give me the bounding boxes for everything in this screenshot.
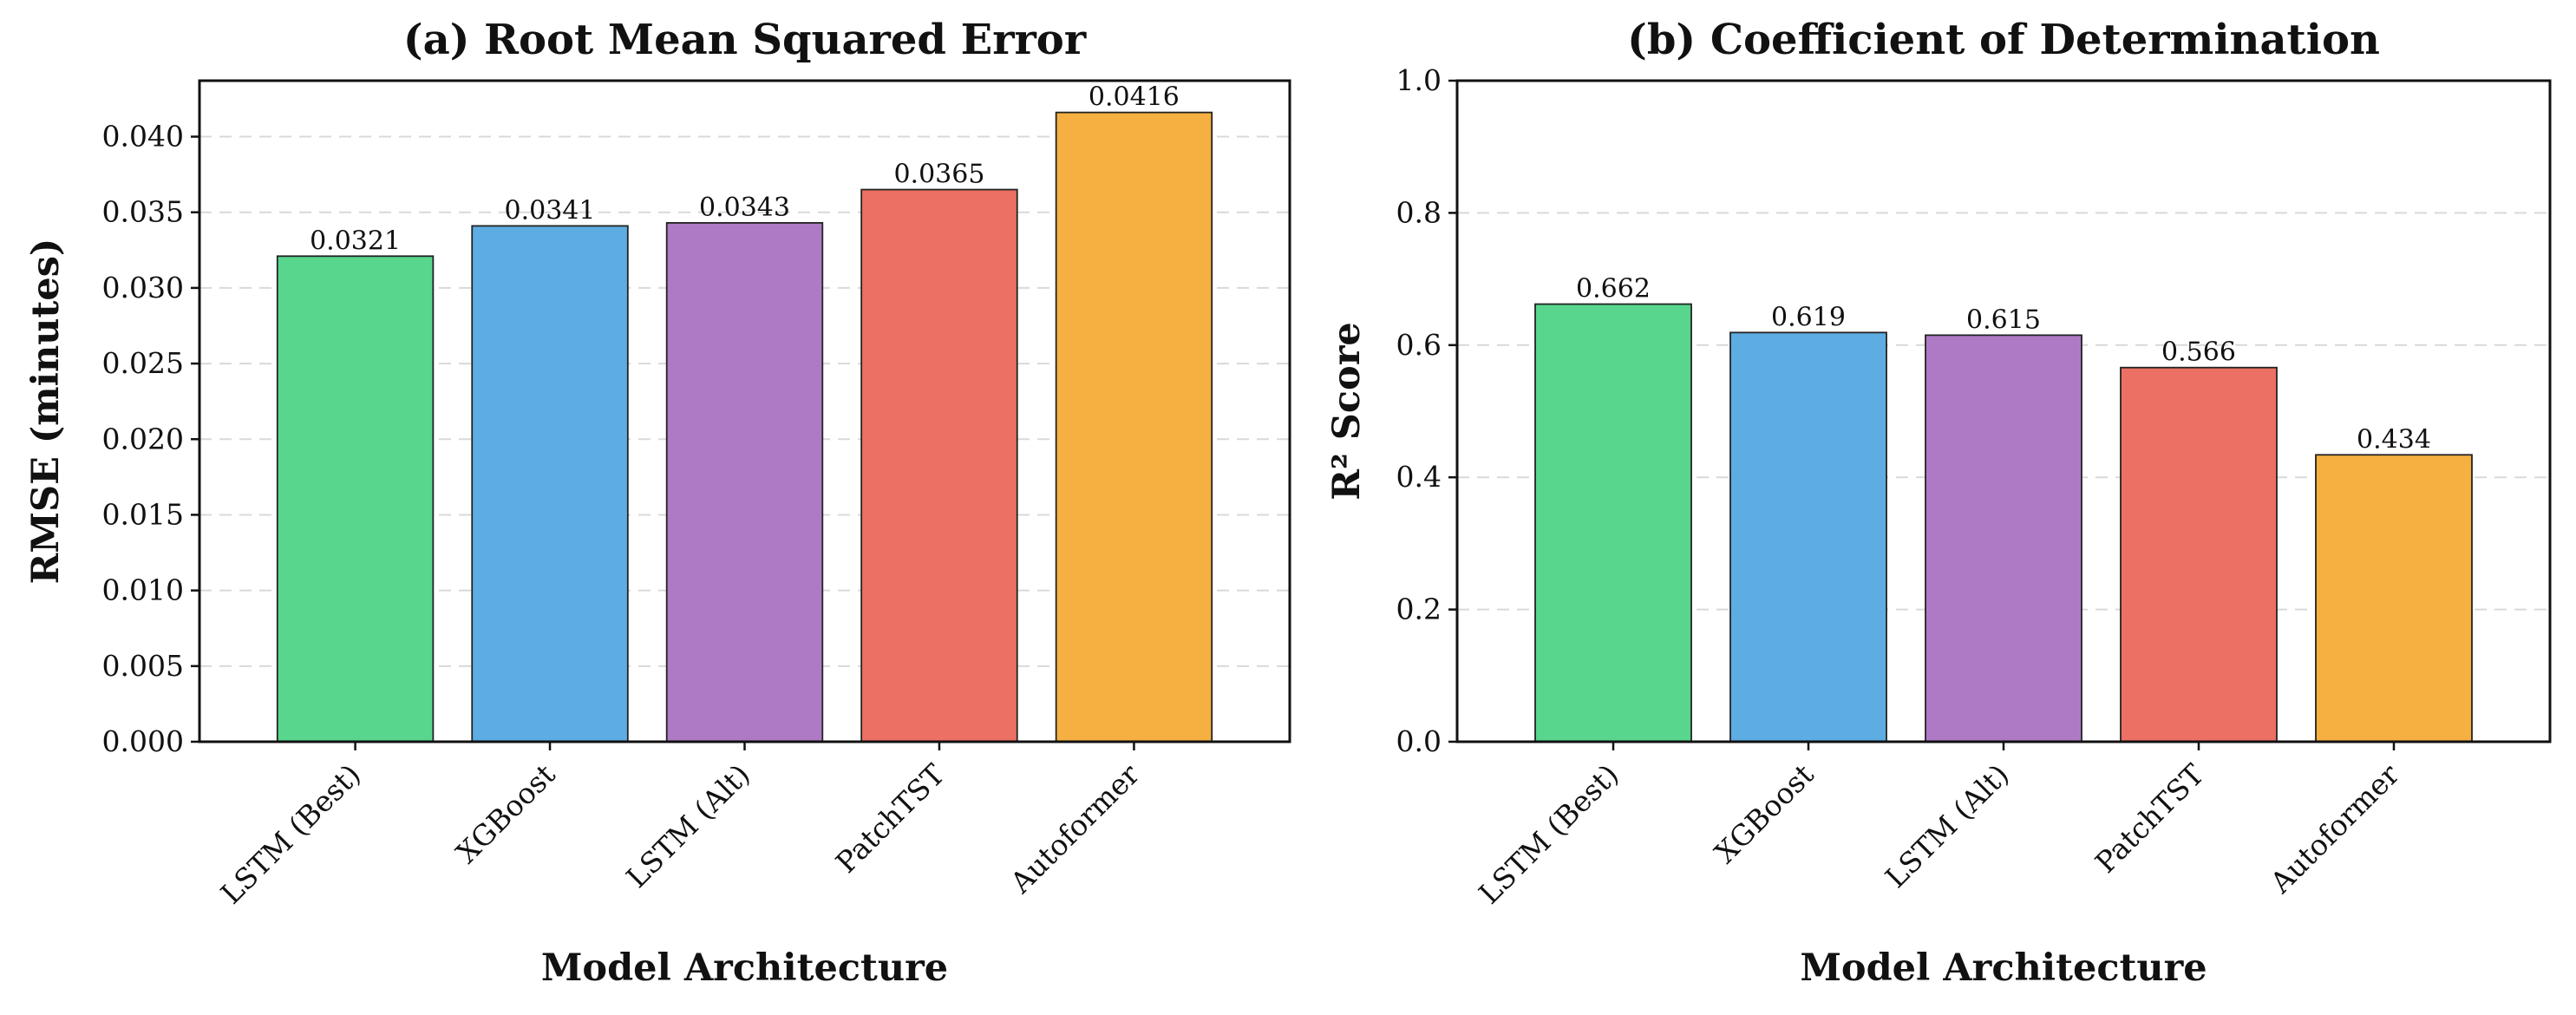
chart-title: (b) Coefficient of Determination bbox=[1627, 16, 2380, 64]
x-axis-label: Model Architecture bbox=[1800, 946, 2207, 990]
bar-value-label: 0.434 bbox=[2357, 424, 2431, 455]
bar bbox=[860, 188, 1018, 743]
bar bbox=[276, 255, 435, 743]
x-axis-label: Model Architecture bbox=[541, 946, 948, 990]
y-tick-label: 0.005 bbox=[102, 649, 184, 683]
bar bbox=[1534, 303, 1692, 743]
bar bbox=[2120, 366, 2278, 743]
y-tick-label: 0.4 bbox=[1396, 460, 1442, 494]
y-tick-label: 1.0 bbox=[1396, 63, 1442, 97]
y-tick-label: 0.030 bbox=[102, 271, 184, 304]
x-tick-label: XGBoost bbox=[449, 757, 561, 869]
bar-value-label: 0.0416 bbox=[1089, 82, 1180, 113]
x-tick-label: Autoformer bbox=[2263, 757, 2406, 900]
bar bbox=[2315, 454, 2473, 743]
y-tick-label: 0.040 bbox=[102, 120, 184, 154]
y-tick-label: 0.0 bbox=[1396, 724, 1442, 758]
bar-value-label: 0.615 bbox=[1966, 304, 2041, 335]
y-tick-label: 0.020 bbox=[102, 422, 184, 455]
bar-value-label: 0.0343 bbox=[699, 193, 790, 223]
bar bbox=[471, 225, 629, 743]
bar-value-label: 0.619 bbox=[1771, 302, 1846, 332]
y-axis-label: R² Score bbox=[1325, 322, 1369, 500]
bar-value-label: 0.566 bbox=[2161, 337, 2236, 368]
x-tick-label: Autoformer bbox=[1004, 757, 1147, 900]
chart-title: (a) Root Mean Squared Error bbox=[403, 16, 1087, 64]
x-tick-label: PatchTST bbox=[2089, 757, 2211, 880]
bar bbox=[1055, 111, 1213, 743]
x-tick-label: LSTM (Best) bbox=[1472, 757, 1625, 910]
bar-value-label: 0.0341 bbox=[505, 195, 596, 226]
x-tick-label: LSTM (Alt) bbox=[619, 757, 756, 894]
y-tick-label: 0.035 bbox=[102, 195, 184, 229]
y-tick-label: 0.010 bbox=[102, 573, 184, 607]
panel-rmse: 0.0321 0.0341 0.0343 0.0365 0.0416 0.000 0.005… bbox=[24, 16, 1291, 990]
y-tick-label: 0.015 bbox=[102, 497, 184, 531]
y-axis-label: RMSE (minutes) bbox=[24, 239, 68, 585]
x-tick-label: XGBoost bbox=[1708, 757, 1820, 869]
panel-r2: 0.662 0.619 0.615 0.566 0.434 0.0 0.2 0.4 0.6 0.8… bbox=[1325, 16, 2552, 990]
x-tick-label: LSTM (Alt) bbox=[1879, 757, 2016, 894]
y-tick-label: 0.6 bbox=[1396, 328, 1442, 362]
x-tick-label: PatchTST bbox=[829, 757, 951, 880]
y-tick-label: 0.8 bbox=[1396, 195, 1442, 229]
bar-value-label: 0.0365 bbox=[893, 160, 984, 190]
y-tick-label: 0.2 bbox=[1396, 593, 1442, 626]
y-tick-label: 0.000 bbox=[102, 724, 184, 758]
bar-value-label: 0.662 bbox=[1576, 274, 1651, 304]
bar bbox=[1729, 331, 1887, 743]
y-tick-label: 0.025 bbox=[102, 346, 184, 380]
bar bbox=[1925, 334, 2082, 743]
bar-value-label: 0.0321 bbox=[310, 226, 401, 256]
x-tick-label: LSTM (Best) bbox=[214, 757, 367, 910]
bar bbox=[665, 222, 824, 743]
